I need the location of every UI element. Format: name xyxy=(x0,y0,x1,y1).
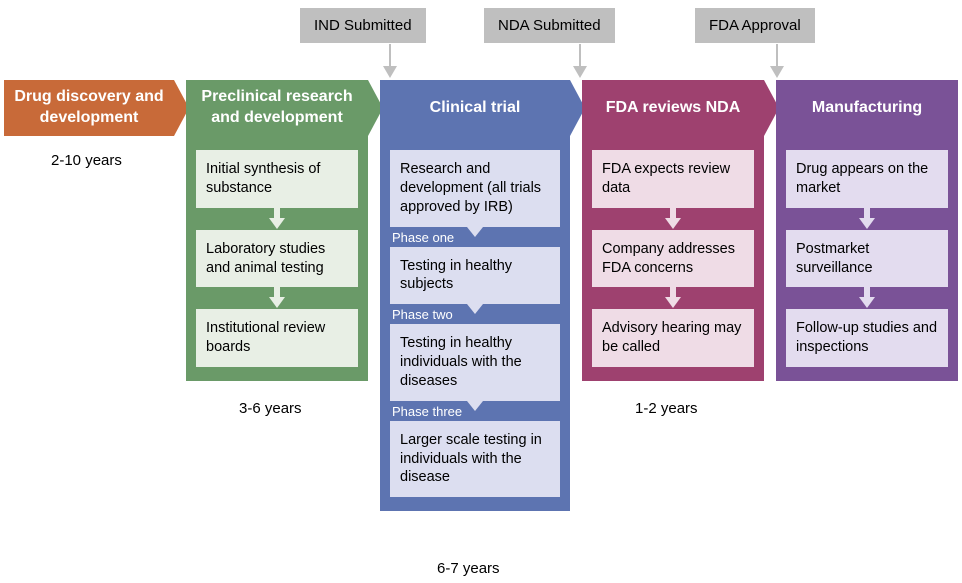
stage-header: Manufacturing xyxy=(776,80,958,136)
stage-body: FDA expects review data Company addresses… xyxy=(582,136,764,381)
phase-label: Phase two xyxy=(390,304,560,324)
arrow-down-icon xyxy=(859,218,875,229)
arrow-down-icon xyxy=(859,297,875,308)
step-arrow-container xyxy=(786,208,948,230)
stage-body: Research and development (all trials app… xyxy=(380,136,570,511)
arrow-down-icon xyxy=(274,287,280,297)
arrow-down-icon xyxy=(269,218,285,229)
arrow-down-icon xyxy=(864,287,870,297)
milestone-label: IND Submitted xyxy=(314,17,412,34)
arrow-down-icon xyxy=(472,393,478,401)
step-arrow-container xyxy=(592,208,754,230)
arrow-down-icon xyxy=(472,296,478,304)
step-arrow-container xyxy=(467,393,483,411)
stage-duration: 2-10 years xyxy=(51,152,122,169)
milestone-arrow-head xyxy=(573,66,587,78)
step-box: Testing in healthy individuals with the … xyxy=(390,324,560,401)
step-arrow-container xyxy=(786,287,948,309)
arrow-down-icon xyxy=(467,227,483,237)
stage-column-preclinical: Preclinical research and development Init… xyxy=(186,80,368,381)
stage-body: Initial synthesis of substance Laboratory… xyxy=(186,136,368,381)
step-arrow-container xyxy=(196,208,358,230)
step-arrow-container xyxy=(592,287,754,309)
arrow-down-icon xyxy=(467,401,483,411)
stage-header: Drug discovery and development xyxy=(4,80,174,136)
stage-column-discovery: Drug discovery and development xyxy=(4,80,174,136)
step-box: FDA expects review data xyxy=(592,150,754,208)
step-box: Laboratory studies and animal testing xyxy=(196,230,358,288)
stage-duration: 6-7 years xyxy=(437,560,500,577)
milestone-arrow-head xyxy=(383,66,397,78)
milestone-arrow-stem xyxy=(389,44,391,68)
stage-title: Clinical trial xyxy=(430,98,521,119)
milestone-arrow-stem xyxy=(579,44,581,68)
step-box: Larger scale testing in individuals with… xyxy=(390,421,560,498)
stage-title: FDA reviews NDA xyxy=(606,98,741,119)
milestone-box: IND Submitted xyxy=(300,8,426,43)
step-arrow-container xyxy=(467,219,483,237)
step-box: Follow-up studies and inspections xyxy=(786,309,948,367)
step-arrow-container xyxy=(196,287,358,309)
stage-column-fda: FDA reviews NDA FDA expects review data Co… xyxy=(582,80,764,381)
stage-header: Preclinical research and development xyxy=(186,80,368,136)
stage-body: Drug appears on the market Postmarket sur… xyxy=(776,136,958,381)
arrow-down-icon xyxy=(670,287,676,297)
step-box: Initial synthesis of substance xyxy=(196,150,358,208)
phase-label: Phase three xyxy=(390,401,560,421)
arrow-down-icon xyxy=(269,297,285,308)
stage-title: Drug discovery and development xyxy=(14,87,164,129)
milestone-box: FDA Approval xyxy=(695,8,815,43)
step-arrow-container xyxy=(467,296,483,314)
milestone-arrow-head xyxy=(770,66,784,78)
stage-title: Manufacturing xyxy=(812,98,922,119)
milestone-label: FDA Approval xyxy=(709,17,801,34)
arrow-down-icon xyxy=(472,219,478,227)
step-box: Advisory hearing may be called xyxy=(592,309,754,367)
arrow-down-icon xyxy=(864,208,870,218)
step-box: Institutional review boards xyxy=(196,309,358,367)
arrow-down-icon xyxy=(665,218,681,229)
step-box: Research and development (all trials app… xyxy=(390,150,560,227)
milestone-arrow-stem xyxy=(776,44,778,68)
stage-column-clinical: Clinical trial Research and development (… xyxy=(380,80,570,511)
stage-header: Clinical trial xyxy=(380,80,570,136)
arrow-down-icon xyxy=(467,304,483,314)
arrow-down-icon xyxy=(665,297,681,308)
stage-duration: 1-2 years xyxy=(635,400,698,417)
arrow-down-icon xyxy=(670,208,676,218)
milestone-label: NDA Submitted xyxy=(498,17,601,34)
stage-title: Preclinical research and development xyxy=(196,87,358,129)
step-box: Company addresses FDA concerns xyxy=(592,230,754,288)
stage-duration: 3-6 years xyxy=(239,400,302,417)
arrow-down-icon xyxy=(274,208,280,218)
step-box: Drug appears on the market xyxy=(786,150,948,208)
stage-column-manufacturing: Manufacturing Drug appears on the market P… xyxy=(776,80,958,381)
stage-header: FDA reviews NDA xyxy=(582,80,764,136)
milestone-box: NDA Submitted xyxy=(484,8,615,43)
phase-label: Phase one xyxy=(390,227,560,247)
step-box: Postmarket surveillance xyxy=(786,230,948,288)
